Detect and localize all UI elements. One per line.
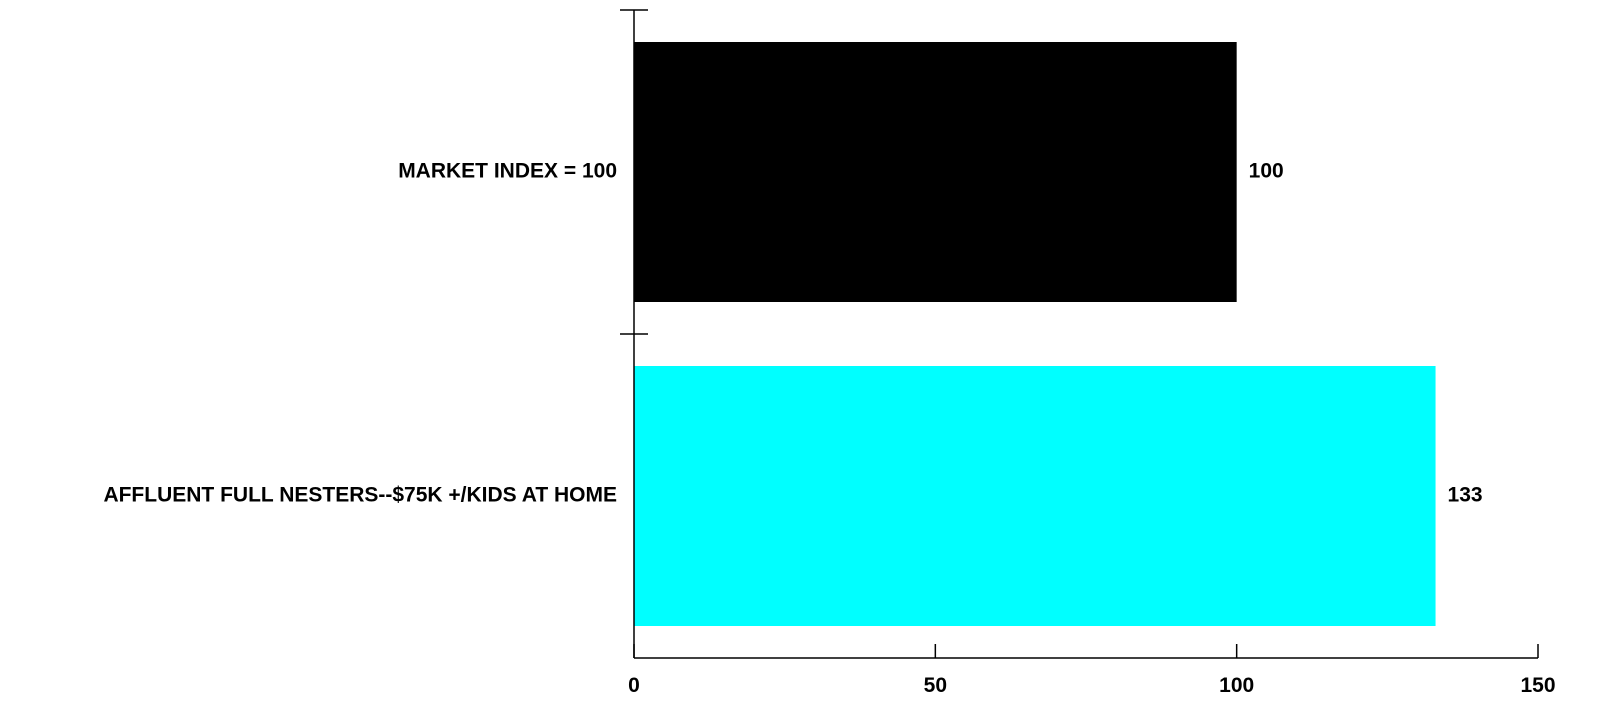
bar-market-index [634,42,1237,302]
bar-affluent-full-nesters [634,366,1436,626]
x-tick-label: 0 [628,674,640,697]
axes-layer [620,9,1539,659]
x-tick-label: 150 [1520,674,1555,697]
labels-layer: MARKET INDEX = 100 100 AFFLUENT FULL NESTE… [103,160,1555,697]
value-label-market-index: 100 [1249,160,1284,183]
bars-layer [634,42,1436,626]
x-tick-label: 50 [924,674,947,697]
value-label-affluent-full-nesters: 133 [1448,484,1483,507]
x-tick-label: 100 [1219,674,1254,697]
category-label-affluent-full-nesters: AFFLUENT FULL NESTERS--$75K +/KIDS AT HO… [103,484,617,507]
category-label-market-index: MARKET INDEX = 100 [398,160,617,183]
